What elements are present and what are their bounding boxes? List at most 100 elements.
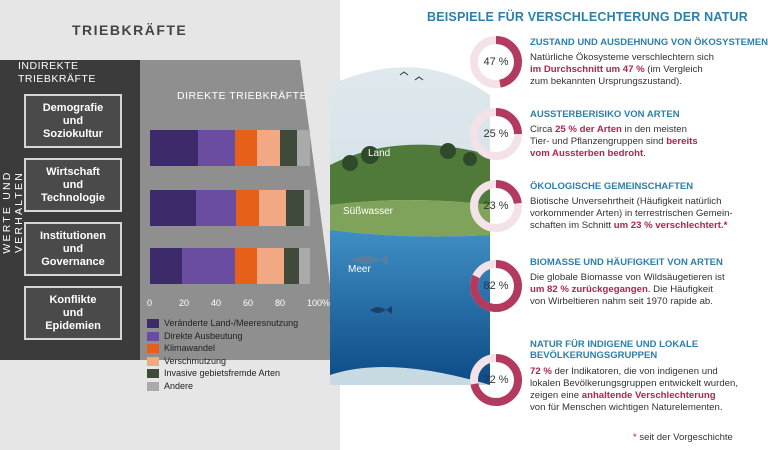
donut-arc: [470, 36, 522, 88]
card-line: . Die Häufigkeit: [647, 284, 713, 295]
fish-icon: [370, 306, 392, 314]
bar-segment: [285, 190, 304, 226]
bar-segment: [234, 130, 258, 166]
donut-extinction: [470, 108, 522, 160]
donut-percent: 25 %: [483, 128, 509, 140]
tick-label: 100%: [307, 298, 331, 308]
legend-item: Klimawandel: [147, 343, 323, 354]
indirect-driver-demography: Demografie und Soziokultur: [24, 94, 122, 148]
donut-arc: [470, 354, 522, 406]
legend-label: Verschmutzung: [164, 355, 227, 366]
card-line: Circa: [530, 124, 556, 135]
bar-segment: [284, 248, 299, 284]
card-highlight: im Durchschnitt um 47 %: [530, 64, 645, 75]
fields-area: [330, 200, 490, 237]
legend-swatch: [147, 381, 159, 391]
card-body: Biotische Unversehrtheit (Häufigkeit nat…: [530, 196, 762, 232]
tick-label: 20: [179, 298, 190, 308]
driver-line: Governance: [41, 255, 105, 268]
card-line: .: [643, 148, 646, 159]
donut-arc: [470, 260, 522, 312]
bar-segment: [236, 190, 259, 226]
card-line: Natürliche Ökosysteme verschlechtern sic…: [530, 52, 714, 63]
driver-line: Institutionen: [40, 229, 106, 242]
card-line: lokalen Bevölkerungsgruppen entwickelt w…: [530, 378, 738, 389]
donut-indigenous: [470, 354, 522, 406]
bar-segment: [258, 190, 286, 226]
donut-percent: 23 %: [483, 200, 509, 212]
donut-arc: [470, 108, 522, 160]
driver-line: Soziokultur: [43, 127, 103, 140]
footnote-star: *: [723, 220, 728, 231]
driver-line: und: [62, 242, 84, 255]
legend-label: Klimawandel: [164, 343, 216, 353]
card-line: der Indikatoren, die von indigenen und: [551, 366, 718, 377]
legend-swatch: [147, 319, 159, 328]
legend-label: Direkte Ausbeutung: [164, 330, 243, 341]
donut-biomass: [470, 260, 522, 312]
bar-segment: [150, 190, 197, 226]
indirect-heading-line1: INDIREKTE: [18, 60, 79, 72]
card-heading: BIOMASSE UND HÄUFIGKEIT VON ARTEN: [530, 257, 723, 268]
bar-segment: [297, 130, 310, 166]
donut-communities: [470, 180, 522, 232]
bar-segment: [150, 130, 198, 166]
legend-item: Andere: [147, 381, 323, 392]
donut-ecosystems: [470, 36, 522, 88]
card-heading: ZUSTAND UND AUSDEHNUNG VON ÖKOSYSTEMEN: [530, 37, 768, 48]
card-line: Tier- und Pflanzengruppen sind: [530, 136, 667, 147]
bar-0: [150, 130, 310, 166]
legend-item: Direkte Ausbeutung: [147, 331, 323, 342]
bar-segment: [279, 130, 298, 166]
birds-icon: [399, 71, 424, 81]
card-body: Circa 25 % der Arten in den meisten Tier…: [530, 124, 762, 160]
indirect-drivers-heading: INDIREKTE TRIEBKRÄFTE: [18, 60, 138, 88]
bar-segment: [198, 130, 235, 166]
indirect-driver-institutions: Institutionen und Governance: [24, 222, 122, 276]
globe-illustration: [330, 67, 490, 385]
drivers-title: TRIEBKRÄFTE: [72, 22, 188, 38]
driver-line: Technologie: [41, 191, 105, 204]
legend-item: Veränderte Land-/Meeresnutzung: [147, 318, 323, 329]
legend-label: Veränderte Land-/Meeresnutzung: [164, 318, 299, 328]
driver-line: Wirtschaft: [46, 165, 100, 178]
card-highlight: vom Aussterben bedroht: [530, 148, 644, 159]
card-heading-line: BEVÖLKERUNGSGRUPPEN: [530, 350, 658, 361]
bar-1: [150, 190, 310, 226]
donut-arc: [470, 180, 522, 232]
driver-line: und: [62, 178, 84, 191]
card-line: von für Menschen wichtigen Naturelemente…: [530, 402, 723, 413]
card-highlight: anhaltende Verschlechterung: [581, 390, 716, 401]
card-line: (im Vergleich: [644, 64, 703, 75]
chart-legend: Veränderte Land-/Meeresnutzung Direkte Au…: [147, 318, 323, 393]
driver-line: Konflikte: [49, 293, 97, 306]
land-label: Land: [368, 148, 391, 159]
tick-label: 0: [147, 298, 153, 308]
sea-label: Meer: [348, 264, 371, 275]
card-line: Biotische Unversehrtheit (Häufigkeit nat…: [530, 196, 722, 207]
card-line: Die globale Biomasse von Wildsäugetieren…: [530, 272, 725, 283]
legend-item: Verschmutzung: [147, 356, 323, 367]
legend-label: Invasive gebietsfremde Arten: [164, 368, 281, 378]
card-highlight: 25 % der Arten: [555, 124, 622, 135]
shark-icon: [350, 255, 388, 265]
card-line: zeigen eine: [530, 390, 582, 401]
footnote: * seit der Vorgeschichte: [633, 432, 733, 443]
card-line: schaften im Schnitt: [530, 220, 614, 231]
footnote-text: seit der Vorgeschichte: [636, 432, 733, 443]
trees-icon: [342, 143, 477, 171]
card-body: Die globale Biomasse von Wildsäugetieren…: [530, 272, 762, 308]
legend-label: Andere: [164, 380, 194, 391]
driver-line: und: [62, 114, 84, 127]
bar-segment: [234, 248, 258, 284]
bar-segment: [257, 248, 285, 284]
bar-2: [150, 248, 310, 284]
driver-line: und: [62, 306, 84, 319]
card-line: vorkommender Arten) in terrestrischen Ge…: [530, 208, 733, 219]
driver-line: Epidemien: [45, 319, 101, 332]
card-line: von Wirbeltieren nahm seit 1970 rapide a…: [530, 296, 713, 307]
legend-swatch: [147, 369, 159, 378]
card-heading: ÖKOLOGISCHE GEMEINSCHAFTEN: [530, 181, 694, 192]
indirect-driver-economy: Wirtschaft und Technologie: [24, 158, 122, 212]
card-highlight: um 23 % verschlechtert.: [613, 220, 724, 231]
